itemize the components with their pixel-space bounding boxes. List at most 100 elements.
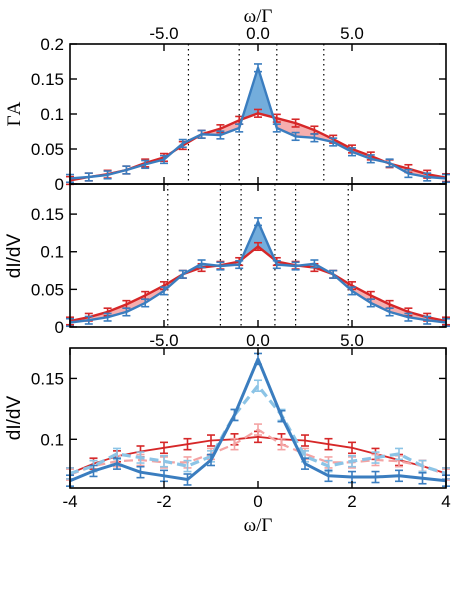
- blue-spectrum-errorbar: [404, 312, 413, 322]
- difference-shading: [220, 120, 240, 135]
- blue-spectrum-errorbar: [84, 315, 93, 325]
- lightblue-spectrum-errorbar: [371, 451, 380, 464]
- blue-spectrum-errorbar: [122, 307, 131, 317]
- pink-spectrum-errorbar: [254, 423, 262, 436]
- blue-spectrum-errorbar: [230, 408, 239, 422]
- y-tick-label: 0.1: [40, 105, 64, 124]
- difference-shading: [126, 295, 146, 312]
- lightblue-spectrum-line: [69, 384, 447, 475]
- blue-spectrum-errorbar: [291, 131, 300, 142]
- blue-spectrum-errorbar: [348, 286, 356, 296]
- difference-shading: [295, 123, 315, 138]
- blue-spectrum-errorbar: [141, 159, 150, 170]
- x-tick-label: 5.0: [340, 24, 364, 43]
- blue-spectrum-errorbar: [348, 147, 356, 157]
- blue-spectrum-errorbar: [423, 172, 432, 182]
- x-tick-label: -5.0: [149, 331, 178, 350]
- blue-spectrum-errorbar: [235, 123, 244, 133]
- blue-spectrum-errorbar: [141, 298, 150, 308]
- red-spectrum-errorbar: [301, 434, 309, 447]
- y-tick-label: 0.2: [40, 35, 64, 54]
- pink-spectrum-errorbar: [277, 437, 286, 451]
- y-tick-label: 0.15: [31, 70, 64, 89]
- y-tick-label: 0.05: [31, 140, 64, 159]
- blue-spectrum-errorbar: [371, 470, 380, 484]
- middle-y-axis-label: dI/dV: [4, 233, 25, 278]
- x-tick-label: 0: [253, 492, 262, 511]
- x-tick-label: 4: [441, 492, 450, 511]
- y-tick-label: 0.15: [31, 369, 64, 388]
- x-tick-label: 2: [347, 492, 356, 511]
- x-tick-label: -2: [156, 492, 171, 511]
- middle-panel: 0 0.05 0.1 0.15 -5.0 0.0 5.0 dI/dV: [4, 183, 450, 350]
- blue-spectrum-errorbar: [89, 464, 98, 478]
- x-tick-label: 0.0: [246, 24, 270, 43]
- lightblue-spectrum-errorbar: [418, 459, 427, 473]
- top-panel: 0 0.05 0.1 0.15 0.2 -5.0 0.0 5.0 ω/Γ ΓA: [4, 6, 450, 194]
- red-spectrum-errorbar: [348, 441, 356, 455]
- blue-spectrum-errorbar: [197, 259, 206, 269]
- blue-spectrum-errorbar: [103, 312, 112, 322]
- blue-spectrum-errorbar: [366, 298, 375, 308]
- blue-spectrum-errorbar: [395, 469, 403, 483]
- y-tick-label: 0.1: [40, 430, 64, 449]
- blue-spectrum-errorbar: [113, 457, 121, 470]
- x-tick-label: -5.0: [149, 24, 178, 43]
- blue-spectrum-errorbar: [329, 269, 338, 279]
- red-spectrum-errorbar: [254, 241, 262, 252]
- bottom-y-axis-label: dI/dV: [4, 395, 25, 440]
- blue-spectrum-errorbar: [178, 138, 187, 149]
- blue-spectrum-errorbar: [277, 409, 286, 423]
- difference-shading: [107, 304, 127, 318]
- blue-spectrum-errorbar: [272, 259, 281, 270]
- lightblue-spectrum-errorbar: [348, 454, 356, 468]
- blue-spectrum-errorbar: [254, 217, 262, 227]
- blue-spectrum-errorbar: [183, 473, 192, 486]
- top-x-axis-label: ω/Γ: [244, 6, 273, 27]
- difference-shading: [389, 304, 409, 318]
- red-spectrum-errorbar: [183, 437, 192, 451]
- pink-spectrum-errorbar: [230, 437, 239, 451]
- blue-spectrum-errorbar: [404, 168, 413, 179]
- blue-spectrum-errorbar: [301, 457, 309, 470]
- blue-spectrum-errorbar: [103, 170, 112, 180]
- bottom-x-axis-label: ω/Γ: [244, 515, 273, 536]
- blue-spectrum-errorbar: [178, 269, 187, 279]
- blue-spectrum-errorbar: [84, 172, 93, 182]
- blue-spectrum-errorbar: [423, 315, 432, 325]
- blue-spectrum-errorbar: [385, 158, 394, 168]
- red-spectrum-errorbar: [324, 437, 333, 451]
- blue-spectrum-errorbar: [329, 137, 338, 147]
- red-spectrum-errorbar: [207, 434, 215, 447]
- lightblue-spectrum-errorbar: [254, 379, 262, 393]
- blue-spectrum-errorbar: [324, 469, 333, 483]
- x-tick-label: -4: [62, 492, 77, 511]
- y-tick-label: 0: [55, 175, 64, 194]
- blue-spectrum-errorbar: [207, 453, 215, 467]
- blue-spectrum-errorbar: [272, 123, 281, 133]
- blue-spectrum-errorbar: [216, 261, 225, 271]
- lightblue-spectrum-errorbar: [395, 447, 403, 461]
- lightblue-spectrum-errorbar: [160, 454, 168, 468]
- lightblue-spectrum-errorbar: [136, 451, 145, 464]
- blue-spectrum-errorbar: [122, 165, 131, 175]
- y-tick-label: 0.1: [40, 243, 64, 262]
- y-tick-label: 0.05: [31, 280, 64, 299]
- red-spectrum-errorbar: [160, 441, 168, 455]
- blue-spectrum-errorbar: [160, 154, 168, 165]
- blue-spectrum-errorbar: [418, 471, 427, 485]
- blue-spectrum-errorbar: [197, 129, 206, 139]
- top-y-axis-label: ΓA: [4, 101, 25, 126]
- blue-spectrum-errorbar: [310, 259, 319, 269]
- blue-spectrum-line: [69, 357, 447, 483]
- lightblue-spectrum-errorbar: [183, 459, 192, 473]
- blue-spectrum-errorbar: [366, 154, 375, 164]
- y-tick-label: 0: [55, 318, 64, 337]
- blue-spectrum-errorbar: [291, 261, 300, 271]
- x-tick-label: 0.0: [246, 331, 270, 350]
- blue-spectrum-errorbar: [235, 259, 244, 270]
- blue-spectrum-errorbar: [216, 130, 225, 140]
- blue-spectrum-errorbar: [160, 286, 168, 296]
- blue-spectrum-errorbar: [310, 133, 319, 143]
